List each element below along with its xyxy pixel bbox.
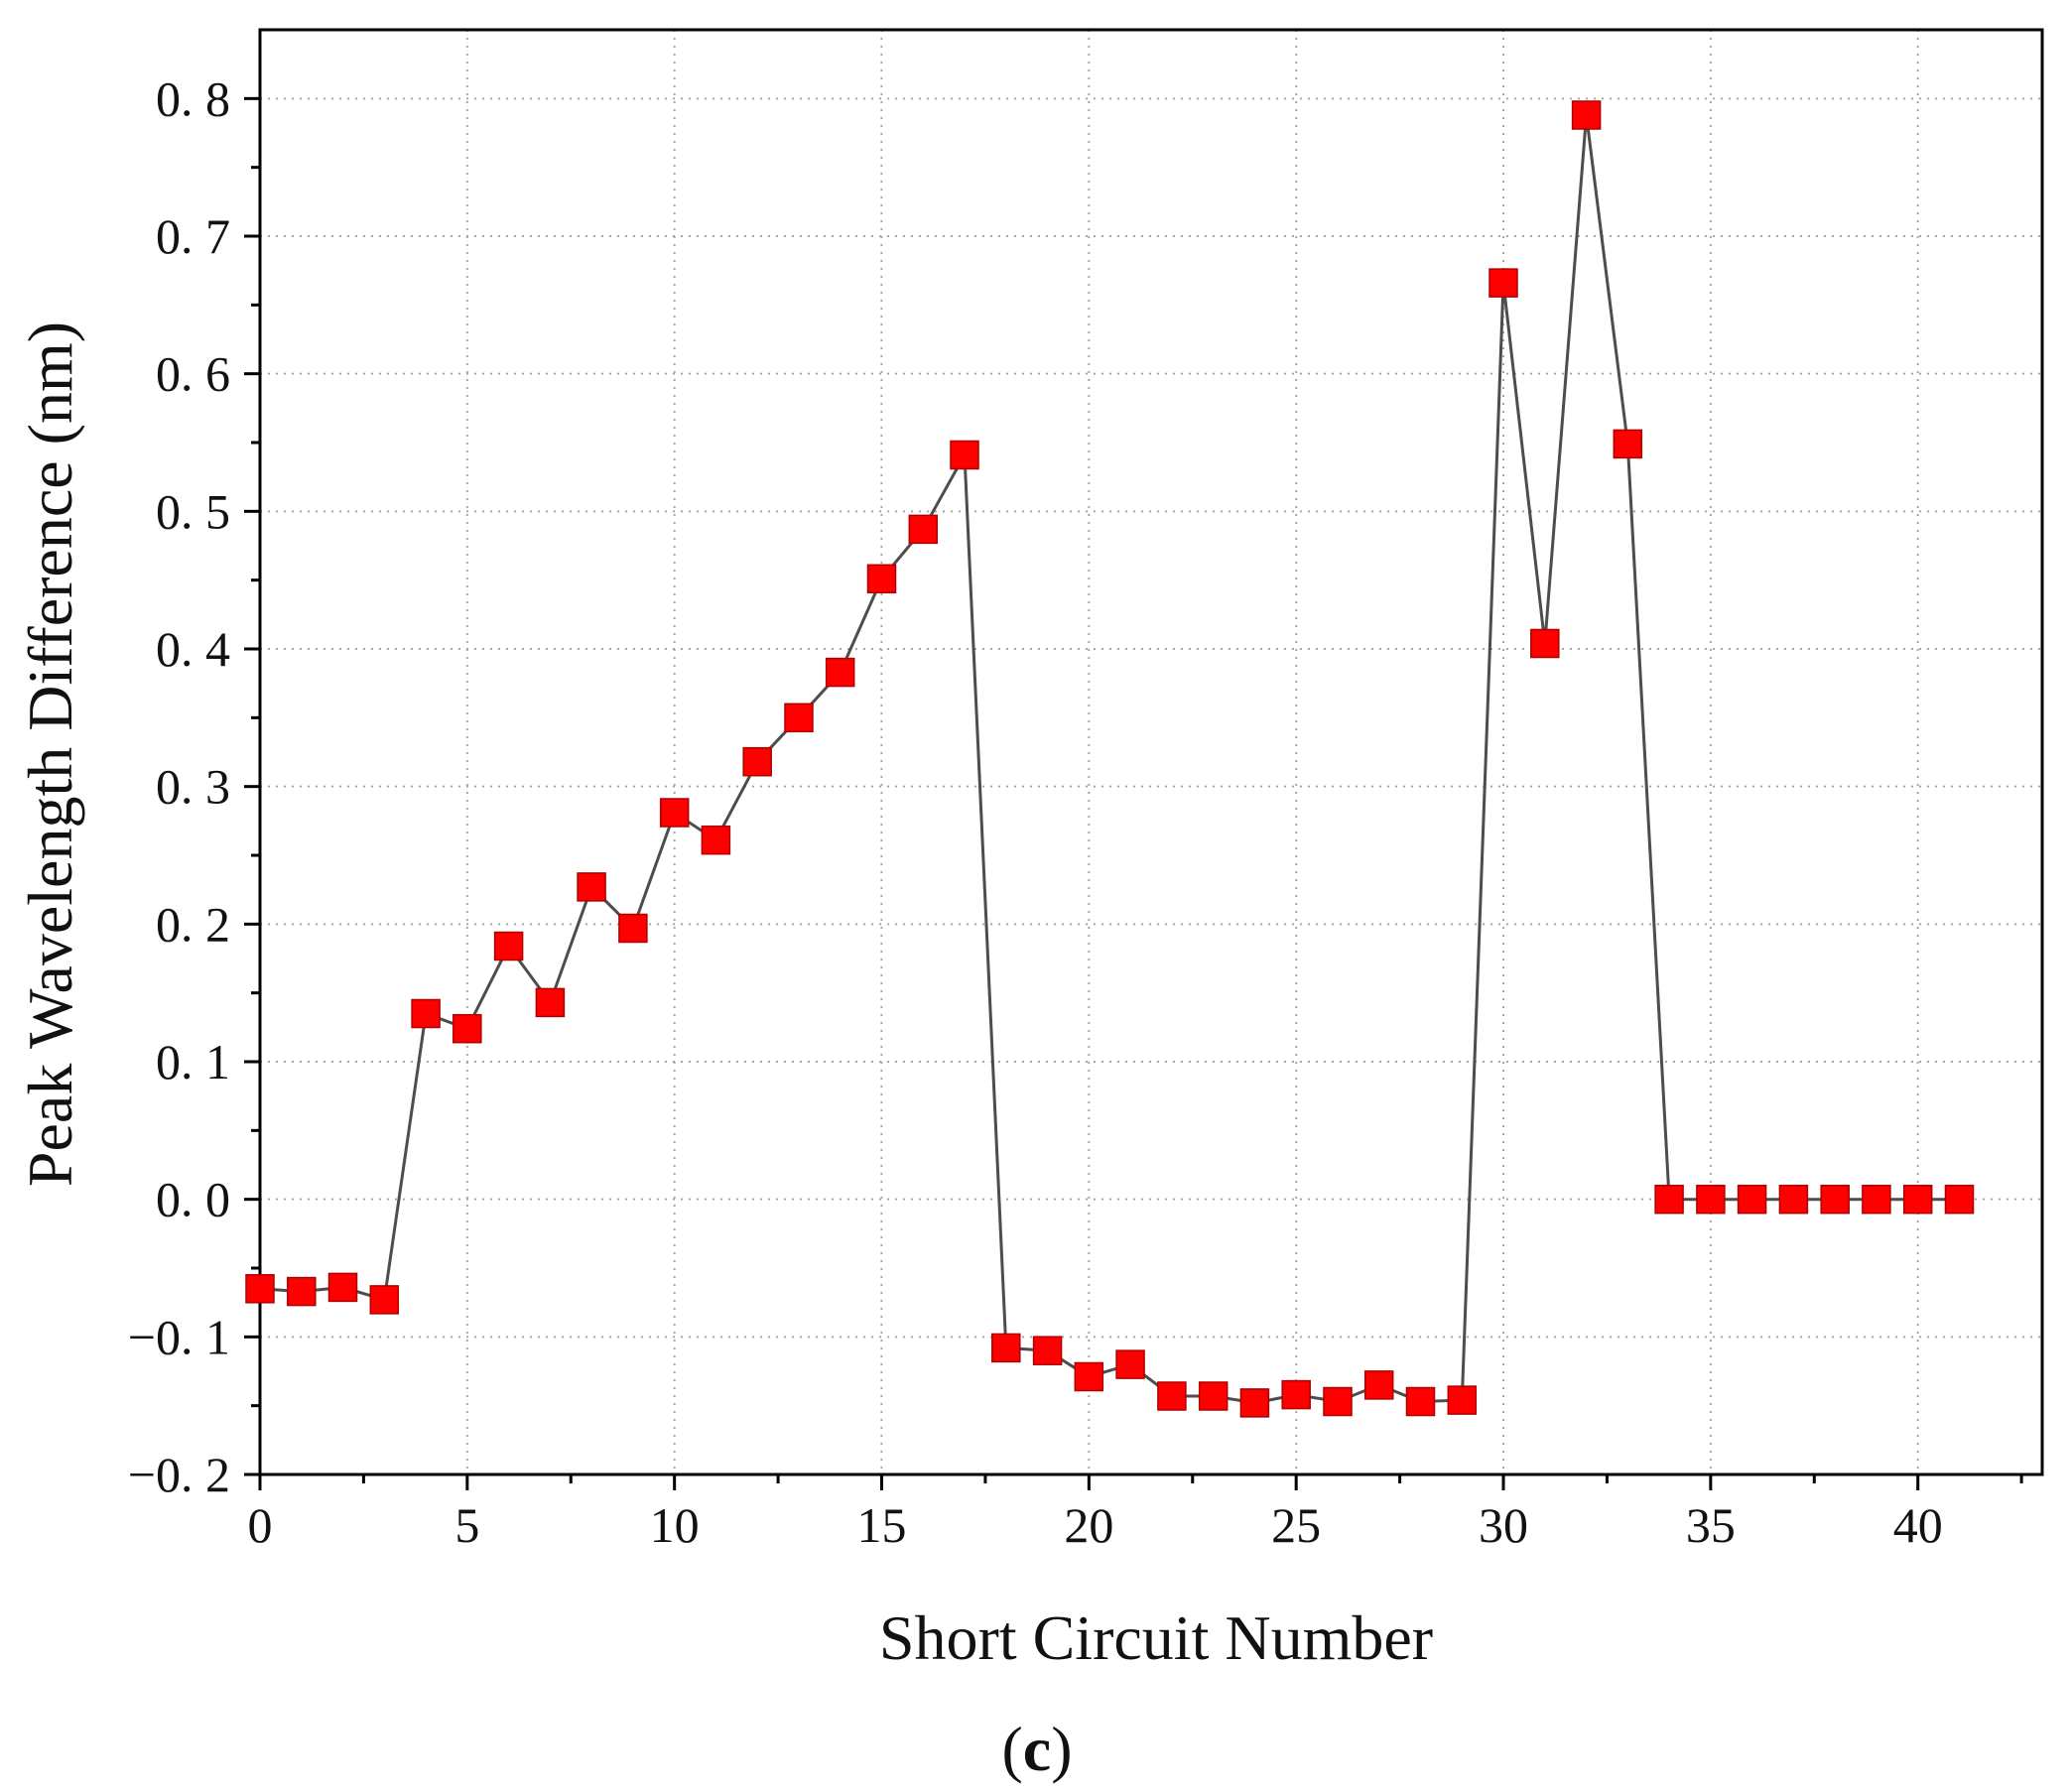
plot-frame bbox=[260, 30, 2042, 1474]
data-point bbox=[743, 748, 771, 776]
data-point bbox=[1821, 1186, 1849, 1214]
x-tick-label: 40 bbox=[1893, 1497, 1943, 1553]
data-point bbox=[785, 704, 813, 731]
y-tick-label: 0. 7 bbox=[156, 208, 230, 264]
data-point bbox=[1200, 1382, 1228, 1410]
data-point bbox=[1407, 1388, 1435, 1416]
axes bbox=[244, 30, 2042, 1490]
data-point bbox=[1739, 1186, 1766, 1214]
data-point bbox=[661, 799, 689, 827]
y-tick-label: 0. 1 bbox=[156, 1034, 230, 1089]
panel-label-letter: c bbox=[1023, 1714, 1051, 1784]
y-axis-title: Peak Wavelength Difference (nm) bbox=[15, 321, 85, 1187]
data-point bbox=[1697, 1186, 1725, 1214]
x-tick-label: 25 bbox=[1271, 1497, 1321, 1553]
data-point bbox=[578, 873, 605, 901]
data-point bbox=[1779, 1186, 1807, 1214]
panel-label-close: ) bbox=[1051, 1714, 1072, 1784]
data-point bbox=[1034, 1337, 1062, 1364]
x-tick-label: 20 bbox=[1064, 1497, 1113, 1553]
x-axis-title: Short Circuit Number bbox=[879, 1602, 1433, 1673]
data-point bbox=[246, 1275, 274, 1303]
data-point bbox=[1282, 1381, 1310, 1409]
data-markers bbox=[246, 101, 1974, 1417]
data-point bbox=[1116, 1350, 1144, 1378]
data-point bbox=[1075, 1363, 1102, 1391]
x-tick-label: 15 bbox=[857, 1497, 907, 1553]
data-point bbox=[1365, 1371, 1393, 1399]
data-point bbox=[992, 1334, 1020, 1361]
x-tick-label: 0 bbox=[248, 1497, 273, 1553]
data-point bbox=[909, 515, 937, 543]
data-point bbox=[329, 1273, 357, 1301]
data-point bbox=[1655, 1186, 1683, 1214]
data-point bbox=[453, 1015, 481, 1043]
x-tick-label: 10 bbox=[650, 1497, 700, 1553]
data-point bbox=[1904, 1186, 1932, 1214]
tick-labels: 0 5 10 15 20 25 30 35 40 −0. 2 −0. 1 0. 0 0. 1 0. 2 0.… bbox=[128, 70, 1943, 1553]
x-tick-label: 35 bbox=[1686, 1497, 1736, 1553]
data-point bbox=[370, 1286, 398, 1314]
data-point bbox=[1158, 1382, 1186, 1410]
data-point bbox=[536, 988, 564, 1016]
x-tick-label: 30 bbox=[1479, 1497, 1528, 1553]
y-tick-label: 0. 2 bbox=[156, 896, 230, 952]
data-point bbox=[868, 565, 896, 592]
data-point bbox=[1614, 430, 1641, 457]
y-tick-label: 0. 3 bbox=[156, 759, 230, 815]
data-point bbox=[1863, 1186, 1890, 1214]
data-point bbox=[1240, 1389, 1268, 1417]
data-point bbox=[702, 827, 729, 854]
data-point bbox=[495, 933, 523, 960]
data-point bbox=[1531, 630, 1559, 658]
panel-label: (c) bbox=[1001, 1714, 1072, 1784]
data-point bbox=[827, 659, 854, 687]
data-point bbox=[288, 1278, 316, 1306]
data-point bbox=[412, 1000, 440, 1028]
data-point bbox=[1489, 269, 1517, 297]
data-point bbox=[1324, 1388, 1352, 1416]
x-tick-label: 5 bbox=[454, 1497, 479, 1553]
grid-lines bbox=[260, 30, 2042, 1474]
data-point bbox=[1946, 1186, 1974, 1214]
y-tick-label: −0. 2 bbox=[128, 1447, 230, 1502]
data-point bbox=[951, 442, 978, 469]
data-point bbox=[619, 915, 647, 943]
y-tick-label: 0. 4 bbox=[156, 621, 230, 677]
y-tick-label: 0. 0 bbox=[156, 1172, 230, 1227]
data-point bbox=[1448, 1386, 1476, 1414]
y-tick-label: 0. 5 bbox=[156, 483, 230, 539]
y-tick-label: 0. 8 bbox=[156, 70, 230, 126]
panel-label-open: ( bbox=[1001, 1714, 1022, 1784]
data-point bbox=[1573, 101, 1601, 129]
y-tick-label: −0. 1 bbox=[128, 1309, 230, 1364]
y-tick-label: 0. 6 bbox=[156, 346, 230, 402]
